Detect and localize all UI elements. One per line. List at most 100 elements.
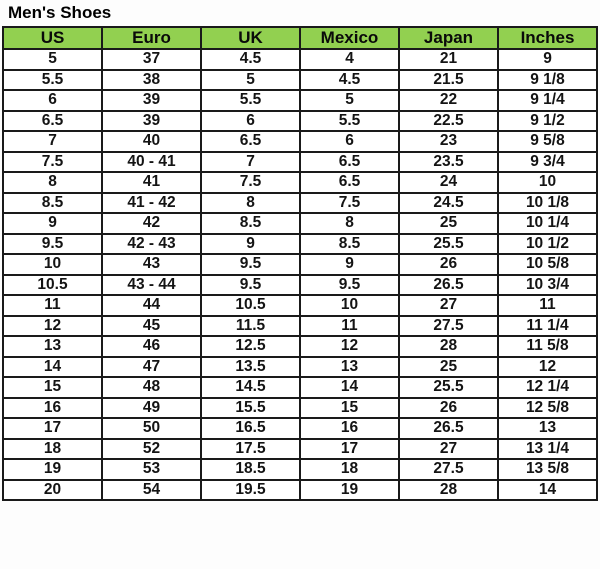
table-cell: 9 5/8 [497, 130, 598, 153]
table-cell: 12 1/4 [497, 376, 598, 399]
table-cell: 14 [497, 478, 598, 501]
table-cell: 41 - 42 [101, 191, 202, 214]
table-cell: 39 [101, 109, 202, 132]
table-cell: 44 [101, 294, 202, 317]
table-cell: 52 [101, 437, 202, 460]
table-row: 11 44 10.5 10 27 11 [2, 294, 598, 317]
table-cell: 6.5 [200, 130, 301, 153]
table-cell: 6 [299, 130, 400, 153]
table-row: 5 37 4.5 4 21 9 [2, 48, 598, 71]
table-cell: 10 3/4 [497, 273, 598, 296]
table-cell: 43 - 44 [101, 273, 202, 296]
table-row: 12 45 11.5 11 27.5 11 1/4 [2, 314, 598, 337]
table-cell: 15.5 [200, 396, 301, 419]
table-cell: 8 [2, 171, 103, 194]
table-cell: 4.5 [299, 68, 400, 91]
table-cell: 6.5 [2, 109, 103, 132]
table-cell: 42 - 43 [101, 232, 202, 255]
table-cell: 49 [101, 396, 202, 419]
table-cell: 8.5 [200, 212, 301, 235]
table-row: 14 47 13.5 13 25 12 [2, 355, 598, 378]
table-cell: 6.5 [299, 171, 400, 194]
table-cell: 13 1/4 [497, 437, 598, 460]
table-cell: 18.5 [200, 458, 301, 481]
table-cell: 23 [398, 130, 499, 153]
table-cell: 13 [299, 355, 400, 378]
table-cell: 47 [101, 355, 202, 378]
table-cell: 9 [200, 232, 301, 255]
table-cell: 9.5 [200, 273, 301, 296]
table-cell: 43 [101, 253, 202, 276]
table-row: 13 46 12.5 12 28 11 5/8 [2, 335, 598, 358]
table-row: 9.5 42 - 43 9 8.5 25.5 10 1/2 [2, 232, 598, 255]
table-cell: 10 [299, 294, 400, 317]
table-cell: 13 [2, 335, 103, 358]
table-cell: 9.5 [200, 253, 301, 276]
table-header: US Euro UK Mexico Japan Inches [2, 26, 598, 50]
table-cell: 22 [398, 89, 499, 112]
table-row: 6.5 39 6 5.5 22.5 9 1/2 [2, 109, 598, 132]
table-cell: 7 [2, 130, 103, 153]
table-row: 17 50 16.5 16 26.5 13 [2, 417, 598, 440]
table-cell: 9 1/8 [497, 68, 598, 91]
table-cell: 54 [101, 478, 202, 501]
table-cell: 24.5 [398, 191, 499, 214]
table-cell: 9 1/2 [497, 109, 598, 132]
table-header-row: US Euro UK Mexico Japan Inches [2, 26, 598, 50]
table-cell: 13.5 [200, 355, 301, 378]
table-cell: 12.5 [200, 335, 301, 358]
table-cell: 39 [101, 89, 202, 112]
table-cell: 7 [200, 150, 301, 173]
shoe-size-conversion-table: US Euro UK Mexico Japan Inches 5 37 4.5 4 21 9 5.5 3… [2, 26, 598, 501]
table-cell: 5 [200, 68, 301, 91]
header-cell-uk: UK [200, 26, 301, 50]
table-cell: 6 [200, 109, 301, 132]
table-row: 10.5 43 - 44 9.5 9.5 26.5 10 3/4 [2, 273, 598, 296]
table-cell: 14.5 [200, 376, 301, 399]
header-cell-mexico: Mexico [299, 26, 400, 50]
table-cell: 25 [398, 355, 499, 378]
table-cell: 19 [299, 478, 400, 501]
table-cell: 26 [398, 253, 499, 276]
table-cell: 16 [299, 417, 400, 440]
table-cell: 8.5 [2, 191, 103, 214]
table-cell: 7.5 [299, 191, 400, 214]
table-cell: 9 [2, 212, 103, 235]
table-cell: 7.5 [200, 171, 301, 194]
table-row: 8.5 41 - 42 8 7.5 24.5 10 1/8 [2, 191, 598, 214]
table-cell: 14 [299, 376, 400, 399]
table-cell: 17.5 [200, 437, 301, 460]
table-row: 6 39 5.5 5 22 9 1/4 [2, 89, 598, 112]
table-row: 16 49 15.5 15 26 12 5/8 [2, 396, 598, 419]
table-cell: 10 5/8 [497, 253, 598, 276]
table-row: 7.5 40 - 41 7 6.5 23.5 9 3/4 [2, 150, 598, 173]
table-cell: 19.5 [200, 478, 301, 501]
table-cell: 10.5 [200, 294, 301, 317]
table-cell: 7.5 [2, 150, 103, 173]
table-cell: 10 [497, 171, 598, 194]
table-cell: 12 [299, 335, 400, 358]
table-cell: 9 1/4 [497, 89, 598, 112]
table-cell: 5 [2, 48, 103, 71]
table-cell: 9 3/4 [497, 150, 598, 173]
table-cell: 46 [101, 335, 202, 358]
table-cell: 25.5 [398, 376, 499, 399]
table-cell: 37 [101, 48, 202, 71]
table-row: 15 48 14.5 14 25.5 12 1/4 [2, 376, 598, 399]
table-cell: 27 [398, 437, 499, 460]
table-cell: 18 [299, 458, 400, 481]
table-cell: 28 [398, 335, 499, 358]
table-cell: 25 [398, 212, 499, 235]
table-cell: 40 [101, 130, 202, 153]
table-cell: 10 1/4 [497, 212, 598, 235]
table-cell: 5.5 [200, 89, 301, 112]
table-row: 10 43 9.5 9 26 10 5/8 [2, 253, 598, 276]
table-row: 19 53 18.5 18 27.5 13 5/8 [2, 458, 598, 481]
table-cell: 17 [299, 437, 400, 460]
table-row: 7 40 6.5 6 23 9 5/8 [2, 130, 598, 153]
table-cell: 4.5 [200, 48, 301, 71]
table-cell: 19 [2, 458, 103, 481]
table-cell: 28 [398, 478, 499, 501]
table-cell: 4 [299, 48, 400, 71]
table-cell: 9 [497, 48, 598, 71]
